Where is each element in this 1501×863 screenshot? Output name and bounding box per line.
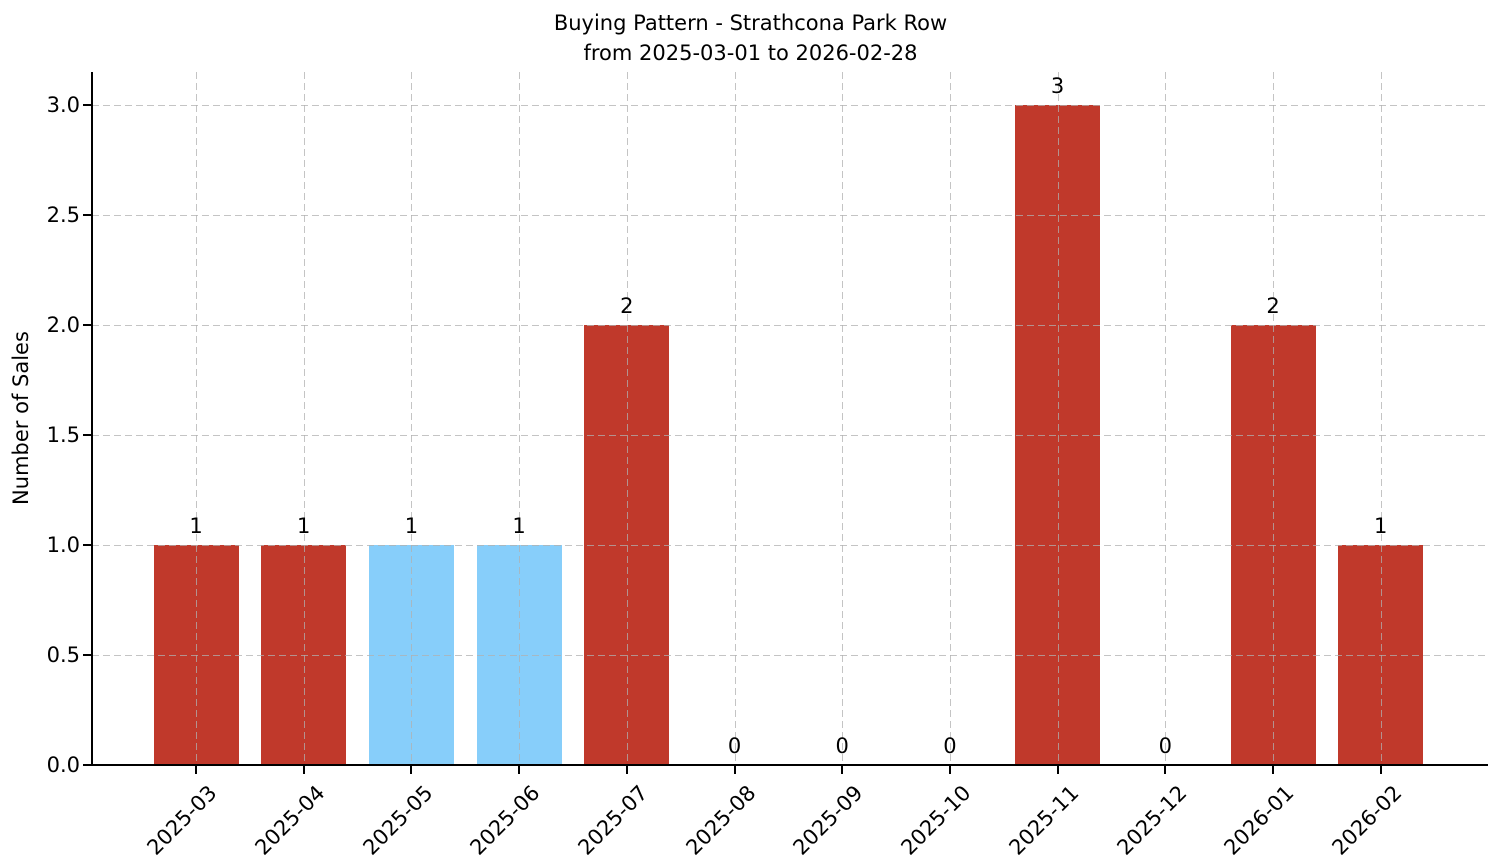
bar-value-label: 1 [297,514,311,538]
gridline-horizontal [92,105,1488,106]
bar-value-label: 2 [1266,294,1280,318]
gridline-vertical [842,72,844,765]
gridline-vertical [411,72,413,765]
x-tick [1164,766,1167,774]
bar-value-label: 1 [1374,514,1388,538]
x-tick-label: 2025-09 [788,780,868,860]
y-tick [83,214,91,216]
x-tick-label: 2026-02 [1327,780,1407,860]
y-tick [83,764,91,766]
x-tick-label: 2025-08 [681,780,761,860]
y-tick-label: 2.5 [46,203,80,227]
y-axis-line [91,72,93,766]
x-tick-label: 2025-06 [465,780,545,860]
x-tick-label: 2025-10 [896,780,976,860]
gridline-vertical [1380,72,1382,765]
gridline-horizontal [92,325,1488,326]
x-tick [1379,766,1382,774]
chart-title: Buying Pattern - Strathcona Park Row fro… [0,8,1501,68]
x-tick [733,766,736,774]
chart-title-line1: Buying Pattern - Strathcona Park Row [553,11,948,35]
y-axis-label: Number of Sales [9,331,33,505]
gridline-vertical [519,72,521,765]
bar-value-label: 0 [1158,734,1172,758]
bar-value-label: 0 [835,734,849,758]
x-tick [1056,766,1059,774]
x-tick [948,766,951,774]
x-tick [841,766,844,774]
bar-value-label: 0 [943,734,957,758]
y-tick-label: 2.0 [46,313,80,337]
bar-value-label: 2 [620,294,634,318]
gridline-horizontal [92,545,1488,546]
bar-value-label: 1 [189,514,203,538]
y-tick-label: 0.0 [46,753,80,777]
y-tick [83,544,91,546]
y-tick-label: 1.0 [46,533,80,557]
y-tick [83,654,91,656]
x-tick [625,766,628,774]
gridline-vertical [734,72,736,765]
gridline-vertical [303,72,305,765]
y-tick-label: 1.5 [46,423,80,447]
x-tick [410,766,413,774]
x-tick-label: 2025-12 [1111,780,1191,860]
x-tick-label: 2025-03 [142,780,222,860]
gridline-vertical [196,72,197,765]
y-tick [83,104,91,106]
y-tick [83,324,91,326]
gridline-horizontal [92,655,1488,656]
x-tick-label: 2026-01 [1219,780,1299,860]
chart-title-line2: from 2025-03-01 to 2026-02-28 [583,41,918,65]
gridline-vertical [1273,72,1274,765]
y-tick-label: 0.5 [46,643,80,667]
gridline-horizontal [92,215,1488,216]
y-tick-label: 3.0 [46,93,80,117]
x-tick [518,766,521,774]
gridline-vertical [1057,72,1059,765]
x-tick [302,766,305,774]
x-tick [195,766,197,774]
bar-value-label: 3 [1050,74,1065,98]
bar-value-label: 1 [404,514,419,538]
x-axis-line [91,764,1488,766]
gridline-horizontal [92,435,1488,436]
y-tick [83,434,91,436]
x-tick-label: 2025-07 [573,780,653,860]
x-tick [1272,766,1274,774]
x-tick-label: 2025-04 [250,780,330,860]
gridline-vertical [1165,72,1167,765]
bar-value-label: 0 [727,734,742,758]
bar-value-label: 1 [512,514,526,538]
x-tick-label: 2025-05 [358,780,438,860]
gridline-vertical [626,72,628,765]
x-tick-label: 2025-11 [1004,780,1084,860]
gridline-vertical [949,72,951,765]
